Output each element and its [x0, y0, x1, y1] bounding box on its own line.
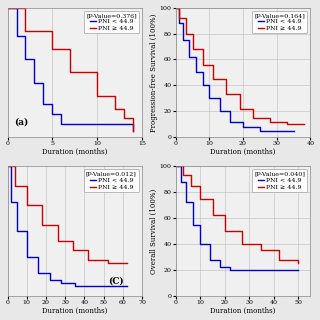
Legend: PNI < 44.9, PNI ≥ 44.9: PNI < 44.9, PNI ≥ 44.9 [84, 11, 139, 33]
Y-axis label: Overall Survival (100%): Overall Survival (100%) [150, 188, 158, 274]
Legend: PNI < 44.9, PNI ≥ 44.9: PNI < 44.9, PNI ≥ 44.9 [252, 169, 307, 192]
X-axis label: Duration (months): Duration (months) [211, 307, 276, 315]
Legend: PNI < 44.9, PNI ≥ 44.9: PNI < 44.9, PNI ≥ 44.9 [252, 11, 307, 33]
Text: (a): (a) [14, 118, 28, 127]
Legend: PNI < 44.9, PNI ≥ 44.9: PNI < 44.9, PNI ≥ 44.9 [84, 169, 139, 192]
Y-axis label: Progression-free Survival (100%): Progression-free Survival (100%) [150, 13, 158, 132]
X-axis label: Duration (months): Duration (months) [211, 148, 276, 156]
X-axis label: Duration (months): Duration (months) [42, 148, 108, 156]
X-axis label: Duration (months): Duration (months) [42, 307, 108, 315]
Text: (C): (C) [108, 276, 124, 285]
